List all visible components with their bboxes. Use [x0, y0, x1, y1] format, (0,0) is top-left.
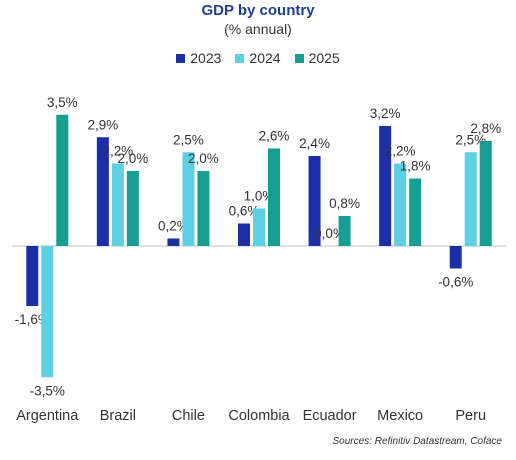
- bar-brazil-2025: [126, 171, 139, 246]
- chart-title: GDP by country: [201, 2, 315, 19]
- data-label-chile-2024: 2,5%: [173, 132, 204, 147]
- data-label-peru-2023: -0,6%: [438, 275, 473, 290]
- data-label-ecuador-2023: 2,4%: [299, 136, 330, 151]
- bar-colombia-2025: [268, 148, 280, 246]
- bar-mexico-2023: [379, 126, 392, 246]
- legend-swatch-2024: [235, 53, 245, 63]
- bar-argentina-2025: [56, 114, 69, 246]
- data-label-chile-2023: 0,2%: [158, 219, 189, 234]
- legend-item-2025: 2025: [294, 50, 340, 66]
- data-label-chile-2025: 2,0%: [188, 151, 219, 166]
- data-label-peru-2024: 2,5%: [455, 132, 486, 147]
- bar-argentina-2023: [26, 246, 39, 306]
- legend-swatch-2025: [294, 53, 304, 63]
- legend-item-2024: 2024: [235, 50, 281, 66]
- data-label-mexico-2025: 1,8%: [400, 159, 431, 174]
- bar-mexico-2025: [409, 178, 422, 246]
- bar-argentina-2024: [41, 246, 54, 378]
- bar-brazil-2024: [111, 163, 124, 246]
- source-note: Sources: Refinitiv Datastream, Coface: [332, 436, 502, 447]
- bar-chile-2023: [167, 238, 180, 246]
- legend-label-2025: 2025: [308, 50, 340, 66]
- bar-chile-2025: [197, 171, 210, 246]
- bar-ecuador-2023: [308, 156, 321, 246]
- category-label-argentina: Argentina: [16, 408, 79, 424]
- data-label-brazil-2023: 2,9%: [87, 117, 118, 132]
- legend-label-2023: 2023: [190, 50, 222, 66]
- bar-peru-2024: [464, 152, 477, 246]
- category-label-peru: Peru: [455, 408, 486, 424]
- data-label-brazil-2025: 2,0%: [117, 151, 148, 166]
- data-label-brazil-2024: 2,2%: [102, 144, 133, 159]
- data-label-ecuador-2025: 0,8%: [329, 196, 360, 211]
- data-label-mexico-2023: 3,2%: [370, 106, 401, 121]
- category-label-mexico: Mexico: [377, 408, 423, 424]
- data-label-mexico-2024: 2,2%: [385, 144, 416, 159]
- data-label-colombia-2024: 1,0%: [244, 189, 275, 204]
- data-label-peru-2025: 2,8%: [470, 121, 501, 136]
- data-label-colombia-2025: 2,6%: [259, 129, 290, 144]
- legend-swatch-2023: [176, 53, 186, 63]
- chart-subtitle: (% annual): [224, 21, 292, 37]
- data-label-ecuador-2024: 0,0%: [314, 226, 345, 241]
- bar-mexico-2024: [394, 163, 407, 246]
- category-label-colombia: Colombia: [228, 408, 290, 424]
- bar-colombia-2023: [238, 223, 250, 246]
- bar-peru-2025: [479, 141, 492, 246]
- bar-ecuador-2025: [338, 216, 351, 246]
- category-label-brazil: Brazil: [100, 408, 136, 424]
- data-label-colombia-2023: 0,6%: [229, 204, 260, 219]
- legend-label-2024: 2024: [249, 50, 281, 66]
- data-label-argentina-2025: 3,5%: [47, 95, 78, 110]
- bar-brazil-2023: [96, 137, 109, 246]
- bar-colombia-2024: [253, 208, 265, 246]
- category-label-chile: Chile: [172, 408, 205, 424]
- legend: 2023 2024 2025: [0, 50, 516, 66]
- legend-item-2023: 2023: [176, 50, 221, 66]
- category-label-ecuador: Ecuador: [303, 408, 357, 424]
- bar-peru-2023: [449, 246, 462, 269]
- data-label-argentina-2024: -3,5%: [30, 383, 65, 398]
- data-label-argentina-2023: -1,6%: [15, 312, 50, 327]
- bar-chile-2024: [182, 152, 195, 246]
